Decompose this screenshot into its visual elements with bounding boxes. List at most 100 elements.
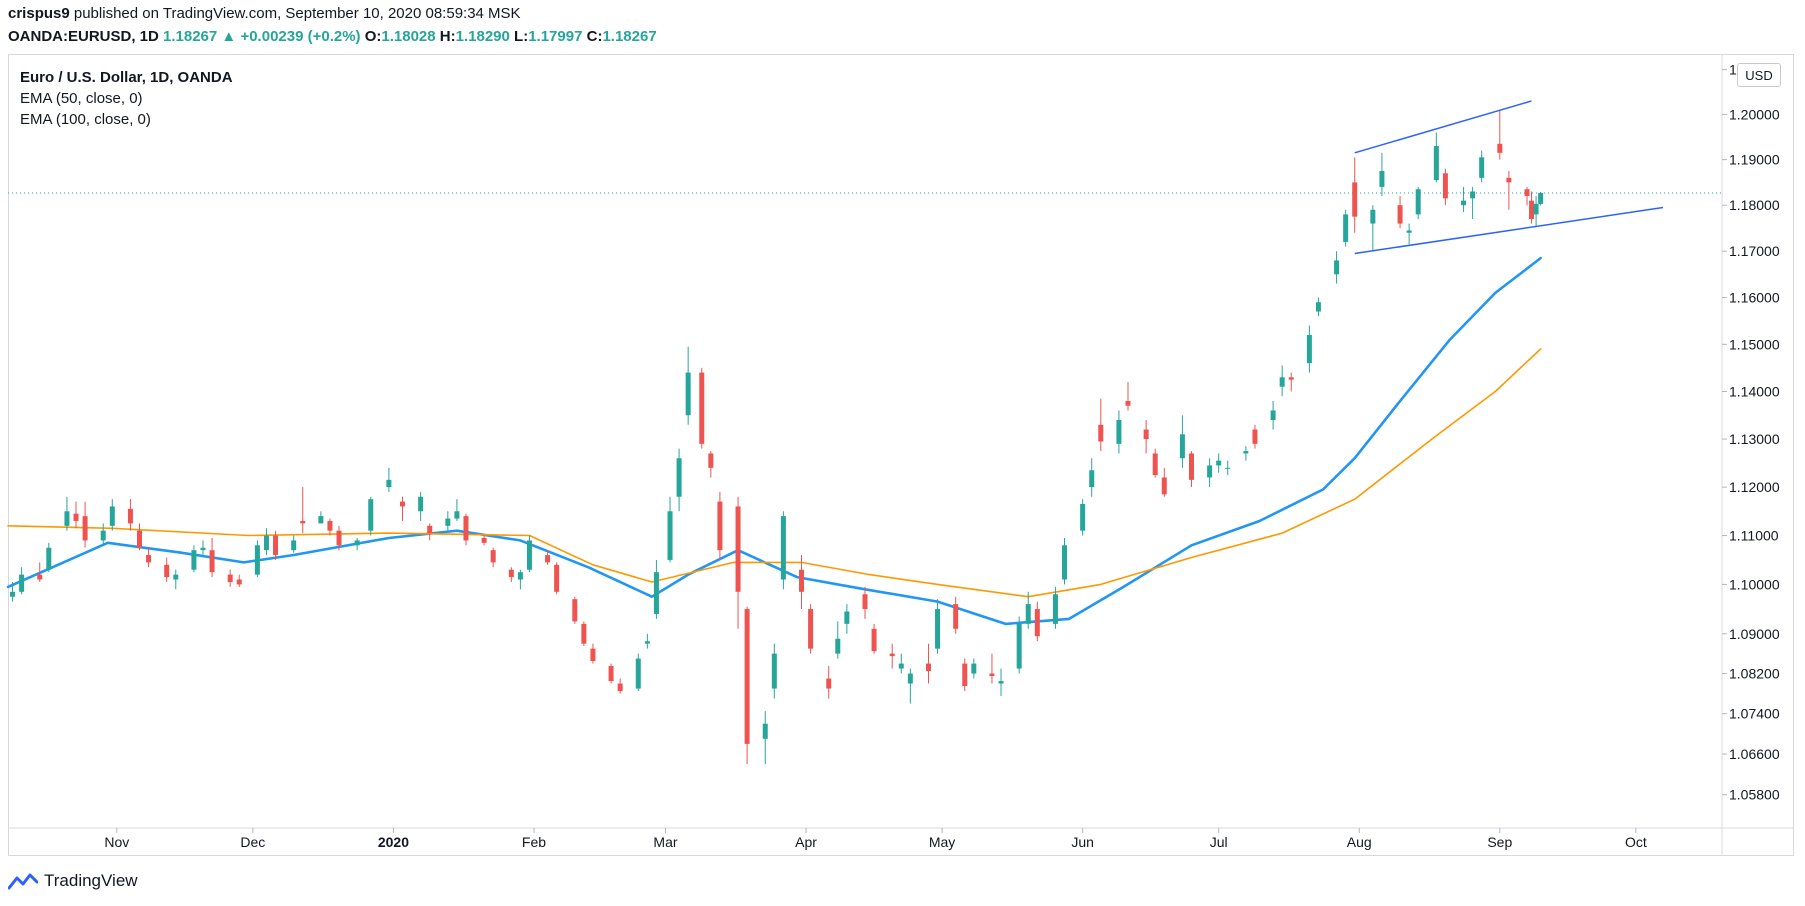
candle-up <box>1207 458 1213 488</box>
candle-down <box>581 621 587 647</box>
candle-up <box>998 668 1004 697</box>
candle-body <box>109 506 115 526</box>
candle-down <box>399 496 405 521</box>
candle-up <box>971 658 977 679</box>
candle-body <box>1207 465 1213 478</box>
x-tick-label: Jun <box>1071 834 1094 850</box>
low-value: 1.17997 <box>528 28 583 45</box>
candle-body <box>146 555 152 563</box>
candle-body <box>1461 200 1467 206</box>
candle-up <box>898 653 904 674</box>
candle-up <box>517 569 523 590</box>
open-value: 1.18028 <box>381 28 436 45</box>
candle-body <box>1052 594 1058 624</box>
candle-body <box>1188 453 1194 480</box>
candle-up <box>1052 586 1058 629</box>
candle-body <box>291 540 297 551</box>
candle-body <box>10 591 16 597</box>
candle-up <box>1243 446 1249 461</box>
candle-body <box>1379 170 1385 187</box>
candle-body <box>1062 545 1068 580</box>
legend-ema50[interactable]: EMA (50, close, 0) <box>20 90 143 107</box>
candle-body <box>1089 470 1095 488</box>
candle-up <box>1415 186 1421 219</box>
candle-up <box>1343 209 1349 247</box>
candle-down <box>1034 601 1040 642</box>
candle-body <box>1243 451 1249 454</box>
candle-body <box>1497 143 1503 153</box>
candle-body <box>653 572 659 614</box>
candle-body <box>971 663 977 674</box>
candle-body <box>1343 214 1349 242</box>
close-value: 1.18267 <box>602 28 657 45</box>
open-label: O: <box>364 28 382 45</box>
candle-body <box>19 574 25 592</box>
candle-body <box>1306 334 1312 364</box>
candle-body <box>1016 623 1022 669</box>
y-tick-label: 1.15000 <box>1729 336 1780 352</box>
candle-up <box>10 581 16 602</box>
author-name[interactable]: crispus9 <box>8 5 70 22</box>
candle-body <box>263 535 269 551</box>
candle-down <box>808 604 814 654</box>
candle-up <box>762 711 768 765</box>
candle-down <box>826 666 832 699</box>
candle-up <box>1379 152 1385 197</box>
y-tick-label: 1.18000 <box>1729 197 1780 213</box>
candle-up <box>318 511 324 524</box>
candle-body <box>889 653 895 657</box>
candle-body <box>708 453 714 468</box>
x-tick-label: May <box>929 834 955 850</box>
candle-down <box>862 586 868 619</box>
candle-up <box>1080 499 1086 536</box>
candle-up <box>1433 132 1439 183</box>
y-tick-label: 1.17000 <box>1729 243 1780 259</box>
candle-up <box>1306 325 1312 373</box>
candle-up <box>254 540 260 578</box>
y-tick-label: 1.07400 <box>1729 706 1780 722</box>
candle-body <box>644 641 650 644</box>
candle-body <box>676 458 682 497</box>
candle-body <box>590 648 596 662</box>
candle-body <box>1397 205 1403 224</box>
candle-body <box>780 516 786 580</box>
candle-up <box>200 540 206 556</box>
y-tick-label: 1.19000 <box>1729 152 1780 168</box>
y-tick-label: 1.11000 <box>1729 528 1779 544</box>
candle-up <box>386 467 392 492</box>
candle-down <box>82 501 88 548</box>
candle-down <box>1125 382 1131 411</box>
candle-down <box>508 567 514 582</box>
candle-up <box>1225 460 1231 476</box>
legend-ema100[interactable]: EMA (100, close, 0) <box>20 111 151 128</box>
candle-down <box>1188 451 1194 488</box>
low-label: L: <box>514 28 529 45</box>
candle-up <box>263 528 269 556</box>
candle-body <box>236 579 242 585</box>
candle-body <box>327 520 333 531</box>
candle-body <box>386 479 392 488</box>
x-tick-label: Sep <box>1487 834 1512 850</box>
candle-body <box>989 673 995 677</box>
y-tick-label: 1.08200 <box>1729 666 1780 682</box>
candle-body <box>1270 410 1276 420</box>
candle-body <box>762 723 768 739</box>
candle-body <box>300 520 306 524</box>
candle-body <box>685 372 691 416</box>
symbol-label: OANDA:EURUSD, 1D <box>8 28 159 45</box>
candle-body <box>617 683 623 692</box>
candle-down <box>336 525 342 551</box>
candle-body <box>173 574 179 580</box>
candle-body <box>1025 604 1031 624</box>
candle-up <box>935 599 941 654</box>
candle-body <box>799 569 805 592</box>
currency-button[interactable]: USD <box>1737 63 1781 87</box>
x-tick-label: Aug <box>1347 834 1372 850</box>
candle-body <box>635 658 641 689</box>
candle-down <box>1152 448 1158 478</box>
candle-up <box>100 523 106 546</box>
candle-up <box>835 621 841 659</box>
candle-down <box>953 596 959 634</box>
candle-up <box>445 511 451 531</box>
